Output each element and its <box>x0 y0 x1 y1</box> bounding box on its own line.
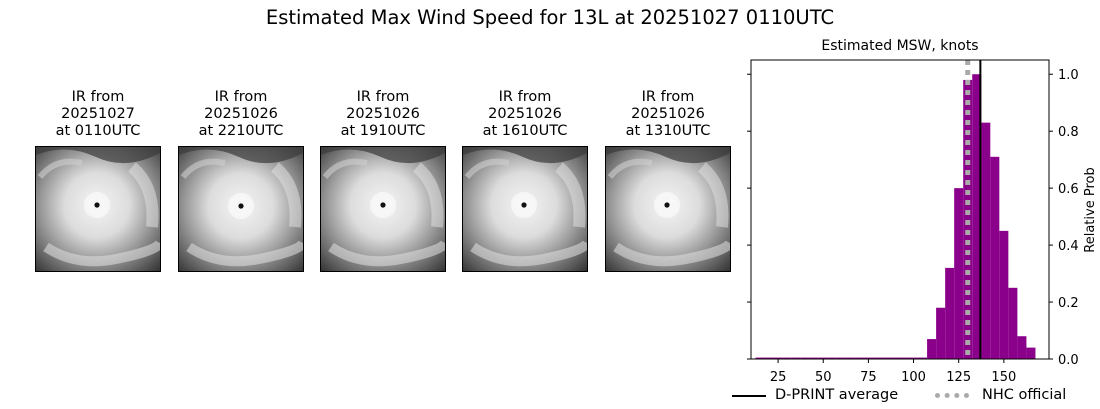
ir-caption-time: at 1310UTC <box>625 123 711 139</box>
ir-caption: IR from 20251026 at 2210UTC <box>178 89 304 142</box>
ir-satellite-image <box>462 146 588 272</box>
ir-caption-line: IR from <box>498 89 552 105</box>
histogram-bar <box>1008 287 1018 359</box>
ir-image-svg <box>36 147 160 271</box>
histogram-bar <box>963 79 973 360</box>
histogram-bar <box>845 357 855 359</box>
histogram-bar <box>836 357 846 359</box>
ir-caption-time: at 0110UTC <box>55 123 141 139</box>
ir-caption: IR from 20251026 at 1910UTC <box>320 89 446 142</box>
histogram-bar <box>927 339 937 359</box>
ir-caption-line: IR from <box>214 89 268 105</box>
histogram-bar <box>890 357 900 359</box>
ir-image-svg <box>179 147 303 271</box>
y-tick-label: 0.8 <box>1058 125 1079 140</box>
ir-caption-date: 20251026 <box>346 106 420 122</box>
chart-title: Estimated MSW, knots <box>821 38 978 54</box>
ir-image-svg <box>463 147 587 271</box>
ir-image-svg <box>606 147 730 271</box>
y-tick-label: 0.6 <box>1058 182 1079 197</box>
histogram-bar <box>863 357 873 359</box>
y-axis-label: Relative Prob <box>1083 167 1098 252</box>
ir-satellite-image <box>605 146 731 272</box>
ir-caption-date: 20251026 <box>488 106 562 122</box>
x-tick-label: 25 <box>770 370 787 385</box>
histogram-bar <box>1026 347 1036 359</box>
y-tick-label: 0.4 <box>1058 239 1079 254</box>
histogram-bar <box>881 357 891 359</box>
ir-caption: IR from 20251027 at 0110UTC <box>35 89 161 142</box>
ir-panel: IR from 20251027 at 0110UTC <box>35 89 161 272</box>
histogram-bar <box>872 357 882 359</box>
histogram-bar <box>791 357 801 359</box>
y-tick-label: 0.2 <box>1058 296 1079 311</box>
ir-satellite-image <box>35 146 161 272</box>
legend-swatch-solid-line <box>732 395 766 397</box>
histogram-bar <box>809 357 819 359</box>
legend-label: D-PRINT average <box>775 387 899 403</box>
histogram-bar <box>755 357 765 359</box>
ir-caption-line: IR from <box>356 89 410 105</box>
histogram-bar <box>900 357 910 359</box>
ir-caption-line: IR from <box>641 89 695 105</box>
main-title: Estimated Max Wind Speed for 13L at 2025… <box>265 6 835 29</box>
legend-swatch-dotted-line <box>935 393 969 398</box>
ir-caption-date: 20251026 <box>631 106 705 122</box>
x-tick-label: 75 <box>860 370 877 385</box>
ir-caption: IR from 20251026 at 1610UTC <box>462 89 588 142</box>
histogram-bar <box>764 357 774 359</box>
histogram-bar <box>972 74 982 360</box>
ir-caption-date: 20251026 <box>204 106 278 122</box>
histogram-bar <box>773 357 783 359</box>
histogram-bar <box>954 188 964 359</box>
histogram-bar <box>990 156 1000 359</box>
legend-label: NHC official <box>982 387 1067 403</box>
histogram-bar <box>827 357 837 359</box>
ir-caption-date: 20251027 <box>61 106 135 122</box>
histogram-bar <box>818 357 828 359</box>
y-tick-label: 1.0 <box>1058 68 1079 83</box>
ir-satellite-image <box>320 146 446 272</box>
histogram-bar <box>936 307 946 359</box>
ir-caption-time: at 2210UTC <box>198 123 284 139</box>
ir-panel: IR from 20251026 at 1310UTC <box>605 89 731 272</box>
ir-caption: IR from 20251026 at 1310UTC <box>605 89 731 142</box>
histogram-bar <box>918 357 928 359</box>
ir-caption-time: at 1610UTC <box>482 123 568 139</box>
histogram-bar <box>909 357 919 359</box>
histogram-bar <box>1017 336 1027 359</box>
ir-panel: IR from 20251026 at 1910UTC <box>320 89 446 272</box>
ir-panel: IR from 20251026 at 1610UTC <box>462 89 588 272</box>
ir-caption-line: IR from <box>71 89 125 105</box>
histogram-bar <box>854 357 864 359</box>
ir-panel: IR from 20251026 at 2210UTC <box>178 89 304 272</box>
plot-frame <box>750 59 1050 360</box>
ir-caption-time: at 1910UTC <box>340 123 426 139</box>
histogram-bar <box>999 230 1009 359</box>
ir-image-svg <box>321 147 445 271</box>
x-tick-label: 50 <box>815 370 832 385</box>
histogram-bar <box>945 267 955 359</box>
x-tick-label: 150 <box>991 370 1016 385</box>
ir-satellite-image <box>178 146 304 272</box>
y-tick-label: 0.0 <box>1058 353 1079 368</box>
histogram-bar <box>981 122 991 360</box>
x-tick-label: 100 <box>901 370 926 385</box>
histogram-bar <box>782 357 792 359</box>
histogram-bar <box>800 357 810 359</box>
x-tick-label: 125 <box>946 370 971 385</box>
